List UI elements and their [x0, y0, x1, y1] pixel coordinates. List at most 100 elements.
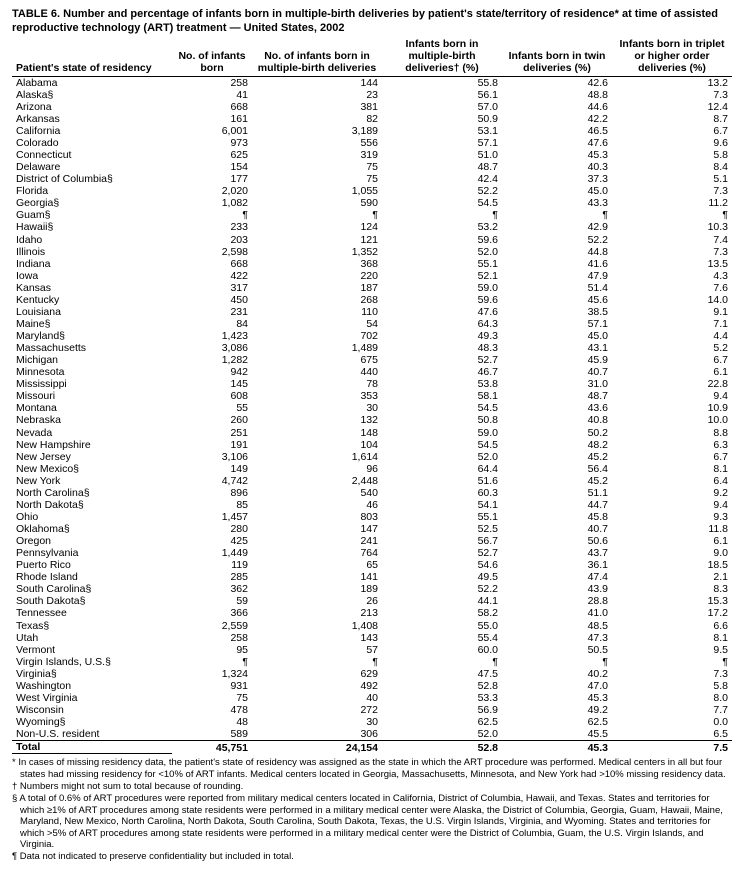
table-row: Ohio1,45780355.145.89.3: [12, 511, 732, 523]
state-cell: Tennessee: [12, 607, 172, 619]
value-cell: 42.4: [382, 173, 502, 185]
value-cell: 96: [252, 463, 382, 475]
table-row: Nebraska26013250.840.810.0: [12, 414, 732, 426]
value-cell: 48.7: [382, 161, 502, 173]
state-cell: Guam§: [12, 209, 172, 221]
value-cell: 75: [252, 173, 382, 185]
table-row: West Virginia754053.345.38.0: [12, 692, 732, 704]
value-cell: 57.1: [382, 137, 502, 149]
value-cell: ¶: [382, 656, 502, 668]
value-cell: 59.6: [382, 234, 502, 246]
state-cell: Iowa: [12, 270, 172, 282]
state-cell: Non-U.S. resident: [12, 728, 172, 741]
value-cell: 41: [172, 89, 252, 101]
table-row: Utah25814355.447.38.1: [12, 632, 732, 644]
value-cell: 52.7: [382, 354, 502, 366]
value-cell: 450: [172, 294, 252, 306]
table-row: New York4,7422,44851.645.26.4: [12, 475, 732, 487]
value-cell: 52.0: [382, 451, 502, 463]
value-cell: 6.5: [612, 728, 732, 741]
value-cell: 82: [252, 113, 382, 125]
value-cell: 9.0: [612, 547, 732, 559]
state-cell: Kansas: [12, 282, 172, 294]
state-cell: Delaware: [12, 161, 172, 173]
value-cell: 9.4: [612, 499, 732, 511]
value-cell: 43.1: [502, 342, 612, 354]
value-cell: 1,282: [172, 354, 252, 366]
table-head: Patient's state of residency No. of infa…: [12, 38, 732, 77]
value-cell: ¶: [172, 656, 252, 668]
state-cell: Louisiana: [12, 306, 172, 318]
value-cell: 11.2: [612, 197, 732, 209]
table-row: Massachusetts3,0861,48948.343.15.2: [12, 342, 732, 354]
value-cell: 6.7: [612, 354, 732, 366]
value-cell: 213: [252, 607, 382, 619]
value-cell: 147: [252, 523, 382, 535]
value-cell: ¶: [252, 209, 382, 221]
value-cell: 425: [172, 535, 252, 547]
value-cell: 5.8: [612, 149, 732, 161]
value-cell: 10.9: [612, 402, 732, 414]
value-cell: 65: [252, 559, 382, 571]
state-cell: Minnesota: [12, 366, 172, 378]
value-cell: 7.3: [612, 89, 732, 101]
value-cell: 608: [172, 390, 252, 402]
value-cell: 590: [252, 197, 382, 209]
value-cell: 556: [252, 137, 382, 149]
value-cell: 54.5: [382, 439, 502, 451]
value-cell: 306: [252, 728, 382, 741]
value-cell: 62.5: [502, 716, 612, 728]
value-cell: 51.1: [502, 487, 612, 499]
value-cell: 38.5: [502, 306, 612, 318]
value-cell: 36.1: [502, 559, 612, 571]
value-cell: 7.1: [612, 318, 732, 330]
value-cell: 7.3: [612, 185, 732, 197]
value-cell: 58.2: [382, 607, 502, 619]
value-cell: 764: [252, 547, 382, 559]
value-cell: 43.3: [502, 197, 612, 209]
value-cell: ¶: [502, 209, 612, 221]
value-cell: 52.0: [382, 728, 502, 741]
value-cell: ¶: [612, 656, 732, 668]
table-row: Connecticut62531951.045.35.8: [12, 149, 732, 161]
table-row: Mississippi1457853.831.022.8: [12, 378, 732, 390]
state-cell: Virginia§: [12, 668, 172, 680]
state-cell: Alabama: [12, 76, 172, 89]
value-cell: 57.0: [382, 101, 502, 113]
table-row: Montana553054.543.610.9: [12, 402, 732, 414]
state-cell: Hawaii§: [12, 221, 172, 233]
value-cell: 45.2: [502, 475, 612, 487]
value-cell: 145: [172, 378, 252, 390]
value-cell: 12.4: [612, 101, 732, 113]
value-cell: 1,352: [252, 246, 382, 258]
table-row: Indiana66836855.141.613.5: [12, 258, 732, 270]
state-cell: Georgia§: [12, 197, 172, 209]
value-cell: 55.0: [382, 620, 502, 632]
value-cell: 84: [172, 318, 252, 330]
value-cell: 52.5: [382, 523, 502, 535]
col-header-infants: No. of infants born: [172, 38, 252, 77]
value-cell: 203: [172, 234, 252, 246]
state-cell: Arizona: [12, 101, 172, 113]
value-cell: 161: [172, 113, 252, 125]
state-cell: South Dakota§: [12, 595, 172, 607]
value-cell: 47.6: [502, 137, 612, 149]
value-cell: 1,489: [252, 342, 382, 354]
table-row: Alabama25814455.842.613.2: [12, 76, 732, 89]
value-cell: 1,423: [172, 330, 252, 342]
value-cell: 973: [172, 137, 252, 149]
value-cell: 5.1: [612, 173, 732, 185]
value-cell: 9.6: [612, 137, 732, 149]
value-cell: 52.0: [382, 246, 502, 258]
value-cell: 942: [172, 366, 252, 378]
value-cell: 51.4: [502, 282, 612, 294]
value-cell: 149: [172, 463, 252, 475]
state-cell: Kentucky: [12, 294, 172, 306]
value-cell: 931: [172, 680, 252, 692]
value-cell: 60.0: [382, 644, 502, 656]
value-cell: 6.1: [612, 535, 732, 547]
table-row: North Dakota§854654.144.79.4: [12, 499, 732, 511]
state-cell: Oklahoma§: [12, 523, 172, 535]
value-cell: 4.4: [612, 330, 732, 342]
value-cell: 6.4: [612, 475, 732, 487]
